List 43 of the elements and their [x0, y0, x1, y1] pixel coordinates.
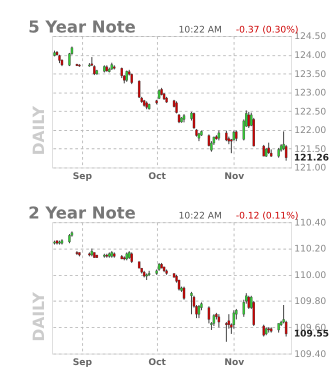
annotation: 109.55: [294, 330, 330, 340]
x-tick-label: Sep: [72, 172, 92, 182]
text: 10:22 AM: [178, 25, 222, 36]
x-tick-label: Oct: [148, 358, 166, 368]
candlestick: [248, 111, 250, 128]
candlestick: [218, 130, 220, 141]
candlestick: [235, 130, 238, 142]
candlestick: [248, 295, 250, 310]
candlestick: [126, 70, 128, 82]
candlestick: [68, 234, 71, 244]
y-tick-label: 110.20: [294, 244, 326, 255]
candlestick: [190, 291, 193, 315]
candlestick: [277, 147, 280, 158]
y-tick-label: 109.40: [294, 350, 326, 360]
y-tick-label: 110.00: [294, 270, 326, 281]
y-tick-label: 121.50: [294, 144, 326, 155]
y-tick-label: 122.50: [294, 107, 326, 118]
y-tick-label: 121.00: [294, 164, 326, 174]
candlestick: [198, 304, 200, 319]
candlestick: [262, 144, 265, 157]
x-tick-label: Oct: [148, 172, 166, 182]
candlestick: [130, 252, 133, 264]
y-tick-label: 124.00: [294, 51, 326, 62]
candlestick: [225, 130, 228, 142]
candlestick: [268, 142, 270, 154]
x-tick-label: Nov: [224, 358, 244, 368]
candlestick: [212, 314, 216, 326]
y-tick-label: 123.00: [294, 88, 326, 99]
candlestick: [218, 314, 220, 328]
x-tick-label: Sep: [72, 358, 92, 368]
candlestick: [158, 88, 160, 100]
y-tick-label: 122.00: [294, 126, 326, 136]
candlestick: [182, 286, 186, 300]
candlestick: [262, 324, 265, 337]
text: 10:22 AM: [178, 212, 222, 222]
candlestick: [130, 73, 133, 85]
annotation: 121.26: [294, 153, 330, 164]
y-tick-label: 123.50: [294, 70, 326, 80]
chart-title: 2 Year Note: [28, 204, 136, 223]
candlestick: [277, 322, 280, 334]
chart-title: 5 Year Note: [28, 17, 136, 36]
y-tick-label: 109.80: [294, 297, 326, 308]
x-tick-label: Nov: [224, 172, 244, 182]
